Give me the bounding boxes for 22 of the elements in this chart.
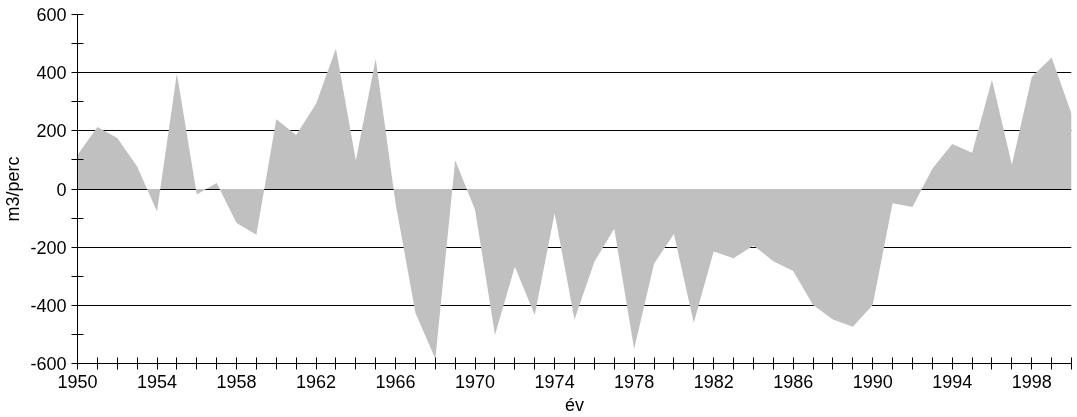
y-tick-label: 0 [56,179,67,200]
x-tick-label: 1998 [1011,371,1052,392]
y-tick-label: -400 [30,295,67,316]
y-tick-label: -600 [30,354,67,374]
x-tick-label: 1958 [216,371,257,392]
x-axis-title: év [564,394,585,415]
y-axis-title: m3/perc [3,156,24,222]
y-tick-label: 200 [36,121,67,142]
x-tick-label: 1994 [932,371,973,392]
x-tick-label: 1982 [693,371,734,392]
x-tick-label: 1954 [137,371,178,392]
x-tick-label: 1990 [852,371,893,392]
x-tick-label: 1966 [375,371,416,392]
y-tick-label: -200 [30,237,67,258]
x-tick-label: 1978 [614,371,655,392]
x-tick-label: 1986 [773,371,814,392]
y-tick-label: 600 [36,5,67,25]
x-tick-label: 1962 [296,371,337,392]
x-tick-label: 1970 [455,371,496,392]
y-tick-label: 400 [36,63,67,84]
x-tick-label: 1974 [534,371,575,392]
x-tick-label: 1950 [57,371,98,392]
